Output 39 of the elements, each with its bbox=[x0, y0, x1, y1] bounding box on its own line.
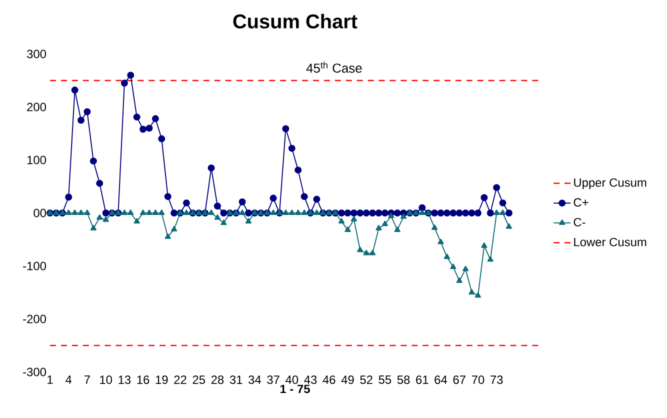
x-axis-title: 1 - 75 bbox=[280, 384, 310, 394]
x-tick-label: 25 bbox=[192, 376, 205, 384]
x-tick-label: 64 bbox=[434, 376, 448, 384]
x-tick-label: 31 bbox=[230, 376, 242, 384]
x-tick-label: 52 bbox=[360, 376, 372, 384]
x-tick-label: 28 bbox=[211, 376, 224, 384]
legend-label: Lower Cusum bbox=[574, 238, 646, 246]
y-tick-label: 100 bbox=[27, 156, 46, 164]
x-tick-label: 43 bbox=[304, 376, 317, 384]
x-tick-label: 13 bbox=[118, 376, 131, 384]
x-tick-label: 61 bbox=[416, 376, 428, 384]
y-tick-label: -100 bbox=[23, 262, 46, 270]
x-tick-label: 70 bbox=[472, 376, 484, 384]
x-tick-label: 1 bbox=[48, 376, 53, 384]
x-tick-label: 55 bbox=[378, 376, 392, 384]
x-tick-label: 40 bbox=[286, 376, 298, 384]
legend-label: C- bbox=[574, 218, 586, 226]
legend-label: C+ bbox=[574, 198, 588, 207]
x-tick-label: 37 bbox=[267, 376, 280, 384]
y-tick-label: -300 bbox=[23, 368, 46, 376]
x-tick-label: 34 bbox=[248, 376, 261, 384]
x-tick-label: 67 bbox=[453, 376, 466, 384]
x-tick-label: 58 bbox=[397, 376, 410, 384]
legend-label: Upper Cusum bbox=[574, 178, 646, 190]
x-tick-label: 22 bbox=[174, 376, 186, 384]
x-tick-label: 19 bbox=[156, 376, 168, 384]
x-tick-label: 49 bbox=[341, 376, 354, 384]
x-tick-label: 16 bbox=[137, 376, 150, 384]
x-tick-label: 10 bbox=[100, 376, 112, 384]
x-tick-label: 7 bbox=[84, 376, 90, 384]
annotation: 45$^{th}$ Case bbox=[306, 62, 362, 73]
y-tick-label: 200 bbox=[27, 102, 46, 112]
y-tick-label: 00 bbox=[34, 208, 46, 218]
x-tick-label: 46 bbox=[322, 376, 336, 384]
y-tick-label: 300 bbox=[26, 50, 46, 58]
y-tick-label: -200 bbox=[23, 314, 46, 324]
chart-title: Cusum Chart bbox=[233, 14, 358, 28]
x-tick-label: 73 bbox=[490, 376, 503, 384]
x-tick-label: 4 bbox=[66, 376, 72, 384]
